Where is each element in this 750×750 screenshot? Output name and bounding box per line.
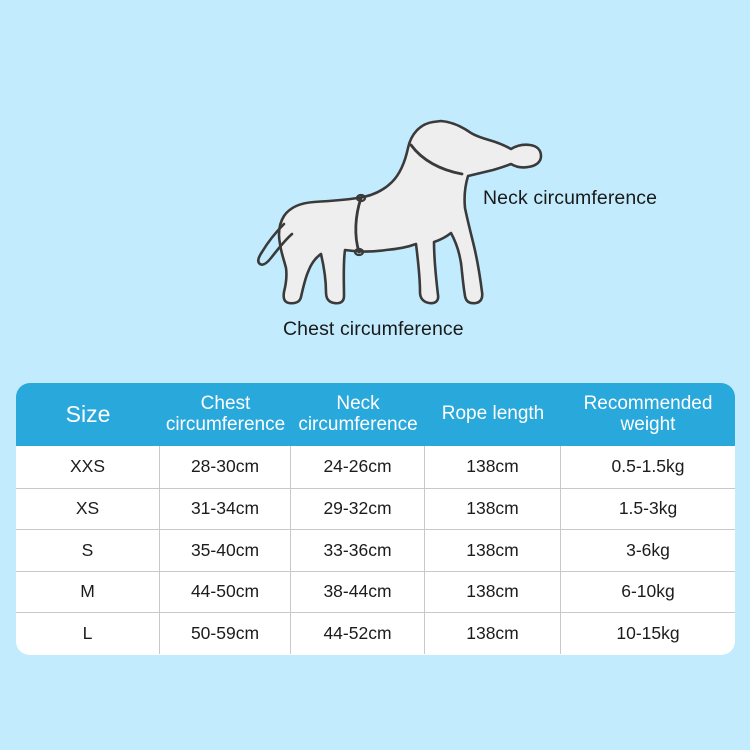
chest-band-top-knot bbox=[355, 193, 367, 203]
cell-chest: 50-59cm bbox=[160, 613, 291, 654]
cell-rope-length: 138cm bbox=[425, 488, 561, 529]
chest-band-bottom-knot bbox=[353, 247, 365, 257]
header-cell-size: Size bbox=[65, 400, 111, 427]
header-cell-chest: Chest circumference bbox=[165, 392, 286, 435]
table-row: XS 31-34cm 29-32cm 138cm 1.5-3kg bbox=[16, 487, 735, 529]
cell-chest: 31-34cm bbox=[160, 488, 291, 529]
dog-silhouette-icon bbox=[256, 119, 543, 305]
neck-circumference-label: Neck circumference bbox=[483, 187, 658, 209]
cell-size: L bbox=[16, 613, 160, 654]
header-cell-recommended-weight: Recommended weight bbox=[583, 392, 713, 435]
cell-weight: 0.5-1.5kg bbox=[611, 456, 685, 477]
cell-rope-length: 138cm bbox=[425, 530, 561, 571]
cell-neck: 44-52cm bbox=[291, 613, 425, 654]
cell-size: S bbox=[16, 530, 160, 571]
cell-weight: 1.5-3kg bbox=[618, 498, 678, 519]
table-header-row: Size Chest circumference Neck circumfere… bbox=[16, 383, 735, 446]
cell-neck: 38-44cm bbox=[291, 571, 425, 612]
cell-rope-length: 138cm bbox=[425, 571, 561, 612]
dog-tail-icon bbox=[256, 222, 294, 266]
cell-weight: 6-10kg bbox=[621, 581, 675, 602]
cell-neck: 24-26cm bbox=[291, 446, 425, 488]
cell-size: XS bbox=[16, 488, 160, 529]
chest-measure-band bbox=[354, 196, 363, 254]
cell-size: XXS bbox=[16, 446, 160, 488]
cell-weight: 10-15kg bbox=[616, 622, 680, 643]
cell-chest: 28-30cm bbox=[160, 446, 291, 488]
dog-measurement-diagram: Neck circumference Chest circumference bbox=[0, 0, 750, 370]
table-row: M 44-50cm 38-44cm 138cm 6-10kg bbox=[16, 570, 735, 612]
header-cell-neck: Neck circumference bbox=[298, 392, 418, 435]
neck-measure-band bbox=[409, 143, 464, 176]
cell-weight: 3-6kg bbox=[626, 539, 670, 560]
cell-chest: 35-40cm bbox=[160, 530, 291, 571]
chest-circumference-label: Chest circumference bbox=[283, 318, 464, 340]
cell-neck: 33-36cm bbox=[291, 530, 425, 571]
table-row: L 50-59cm 44-52cm 138cm 10-15kg bbox=[16, 612, 735, 654]
size-table: Size Chest circumference Neck circumfere… bbox=[16, 383, 735, 655]
header-cell-rope-length: Rope length bbox=[441, 403, 545, 425]
cell-rope-length: 138cm bbox=[425, 446, 561, 488]
cell-rope-length: 138cm bbox=[425, 613, 561, 654]
table-row: S 35-40cm 33-36cm 138cm 3-6kg bbox=[16, 529, 735, 571]
cell-chest: 44-50cm bbox=[160, 571, 291, 612]
cell-size: M bbox=[16, 571, 160, 612]
cell-neck: 29-32cm bbox=[291, 488, 425, 529]
table-row: XXS 28-30cm 24-26cm 138cm 0.5-1.5kg bbox=[16, 446, 735, 488]
